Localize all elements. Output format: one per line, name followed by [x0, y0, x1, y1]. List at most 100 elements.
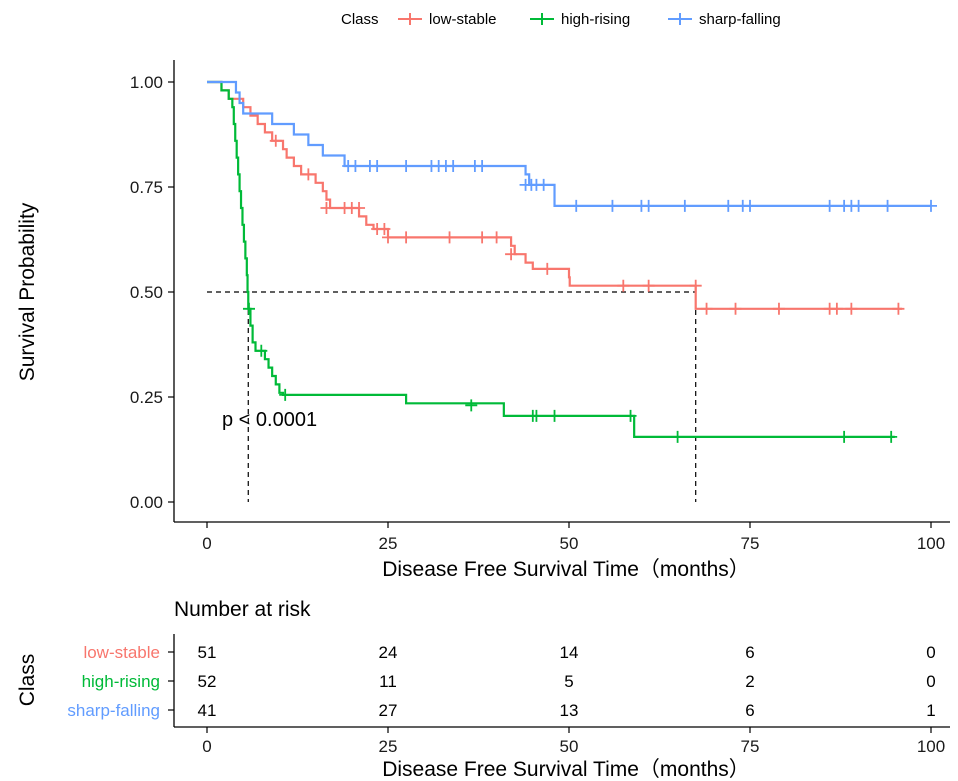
risk-table-class-labels: low-stable high-rising sharp-falling: [67, 643, 174, 720]
risk-value-sharp-falling: 27: [379, 701, 398, 720]
risk-x-tick-label: 50: [560, 737, 579, 756]
risk-x-tick-label: 100: [917, 737, 945, 756]
chart-legend: Class low-stable high-rising sharp-falling: [341, 11, 781, 28]
risk-value-sharp-falling: 41: [198, 701, 217, 720]
x-axis: 0 25 50 75 100: [202, 522, 945, 553]
risk-value-high-rising: 0: [926, 672, 935, 691]
risk-table-values: 51 24 14 6 052 11 5 2 041 27 13 6 1: [198, 643, 936, 720]
risk-class-label-high-rising: high-rising: [82, 672, 160, 691]
risk-value-high-rising: 5: [564, 672, 573, 691]
risk-value-sharp-falling: 6: [745, 701, 754, 720]
legend-title: Class: [341, 11, 379, 28]
censor-mark-low-stable: [892, 302, 905, 315]
y-tick-label: 0.50: [130, 283, 163, 302]
censor-mark-high-rising: [530, 409, 543, 422]
censor-mark-sharp-falling: [349, 160, 362, 172]
curve-low-stable: [207, 80, 903, 310]
censor-mark-sharp-falling: [678, 199, 691, 212]
risk-value-high-rising: 2: [745, 672, 754, 691]
risk-x-tick-label: 75: [741, 737, 760, 756]
censor-mark-sharp-falling: [642, 199, 655, 212]
y-tick-label: 0.75: [130, 178, 163, 197]
censor-mark-sharp-falling: [852, 199, 865, 212]
y-tick-label: 0.25: [130, 388, 163, 407]
risk-value-low-stable: 51: [198, 643, 217, 662]
x-axis-title: Disease Free Survival Time（months）: [382, 558, 750, 581]
y-axis: 0.00 0.25 0.50 0.75 1.00: [130, 73, 174, 512]
censor-mark-high-rising: [279, 388, 292, 401]
risk-table-title: Number at risk: [174, 598, 311, 621]
censor-mark-high-rising: [242, 302, 255, 315]
censor-mark-high-rising: [885, 430, 898, 443]
risk-value-low-stable: 14: [560, 643, 579, 662]
x-tick-label: 0: [202, 534, 211, 553]
risk-class-label-low-stable: low-stable: [83, 643, 160, 662]
p-value-annotation: p < 0.0001: [222, 409, 317, 431]
risk-table-x-axis: 0 25 50 75 100: [202, 727, 945, 756]
censor-mark-low-stable: [302, 168, 315, 181]
censor-mark-low-stable: [617, 279, 630, 292]
curve-sharp-falling: [207, 80, 931, 207]
risk-value-low-stable: 6: [745, 643, 754, 662]
censor-mark-high-rising: [624, 409, 637, 422]
censor-mark-sharp-falling: [570, 199, 583, 212]
censor-mark-high-rising: [255, 344, 268, 357]
censor-mark-low-stable: [490, 231, 503, 244]
legend-label-high-rising: high-rising: [561, 11, 630, 28]
censor-mark-sharp-falling: [881, 199, 894, 212]
censor-mark-low-stable: [505, 248, 518, 261]
risk-x-tick-label: 0: [202, 737, 211, 756]
censor-mark-sharp-falling: [537, 178, 550, 191]
censor-marks: [242, 134, 937, 443]
censor-mark-low-stable: [729, 302, 742, 315]
censor-mark-sharp-falling: [400, 160, 413, 172]
censor-mark-high-rising: [671, 430, 684, 443]
censor-mark-low-stable: [845, 302, 858, 315]
y-tick-label: 1.00: [130, 73, 163, 92]
risk-value-high-rising: 11: [379, 672, 397, 691]
survival-curves: [207, 80, 931, 438]
censor-mark-low-stable: [378, 223, 391, 235]
censor-mark-low-stable: [642, 279, 655, 292]
censor-mark-sharp-falling: [476, 160, 489, 172]
risk-class-label-sharp-falling: sharp-falling: [67, 701, 160, 720]
risk-x-axis-title: Disease Free Survival Time（months）: [382, 758, 750, 781]
censor-mark-low-stable: [443, 231, 456, 244]
risk-value-sharp-falling: 13: [560, 701, 579, 720]
legend-label-sharp-falling: sharp-falling: [699, 11, 781, 28]
risk-value-high-rising: 52: [198, 672, 217, 691]
x-tick-label: 75: [741, 534, 760, 553]
median-reference-lines: [207, 291, 697, 502]
risk-value-low-stable: 24: [379, 643, 398, 662]
censor-mark-low-stable: [382, 231, 394, 244]
risk-value-low-stable: 0: [926, 643, 935, 662]
censor-mark-sharp-falling: [744, 199, 756, 212]
y-tick-label: 0.00: [130, 493, 163, 512]
censor-mark-sharp-falling: [606, 199, 619, 212]
curve-high-rising: [207, 80, 895, 438]
censor-mark-high-rising: [548, 409, 561, 422]
x-tick-label: 25: [379, 534, 398, 553]
censor-mark-low-stable: [830, 302, 843, 315]
censor-mark-high-rising: [838, 430, 851, 443]
censor-mark-low-stable: [269, 134, 282, 147]
censor-mark-sharp-falling: [371, 160, 384, 172]
censor-mark-low-stable: [772, 302, 785, 315]
risk-value-sharp-falling: 1: [926, 701, 935, 720]
censor-mark-low-stable: [400, 231, 413, 244]
censor-mark-low-stable: [320, 202, 333, 214]
censor-mark-sharp-falling: [447, 160, 460, 172]
risk-table-y-title: Class: [16, 654, 39, 707]
censor-mark-low-stable: [689, 279, 702, 292]
x-tick-label: 100: [917, 534, 945, 553]
x-tick-label: 50: [560, 534, 579, 553]
censor-mark-high-rising: [465, 399, 478, 412]
censor-mark-low-stable: [476, 231, 489, 244]
censor-mark-low-stable: [541, 262, 554, 275]
legend-label-low-stable: low-stable: [429, 11, 497, 28]
risk-x-tick-label: 25: [379, 737, 398, 756]
y-axis-title: Survival Probability: [16, 202, 39, 381]
censor-mark-low-stable: [353, 202, 366, 214]
censor-mark-low-stable: [700, 302, 713, 315]
